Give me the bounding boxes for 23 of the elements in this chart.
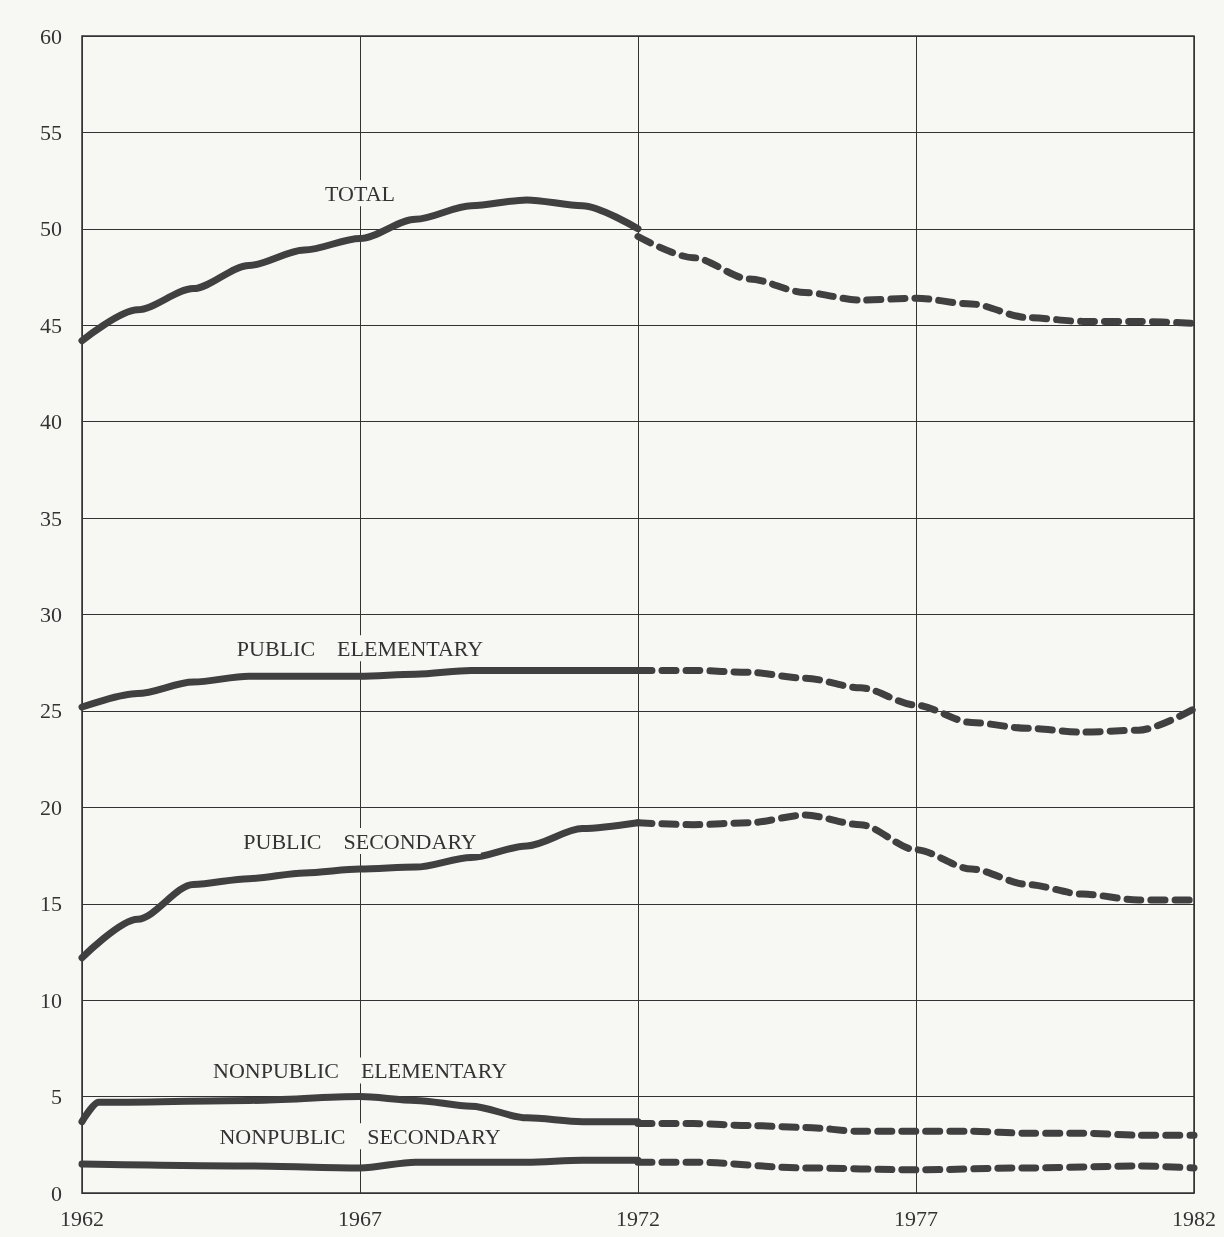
x-tick-label: 1967 — [338, 1205, 382, 1231]
y-tick-label: 10 — [40, 987, 62, 1013]
y-tick-label: 35 — [40, 505, 62, 531]
y-tick-label: 55 — [40, 119, 62, 145]
y-tick-label: 50 — [40, 216, 62, 242]
y-tick-label: 45 — [40, 312, 62, 338]
y-tick-label: 20 — [40, 794, 62, 820]
series-label: PUBLIC SECONDARY — [243, 828, 477, 854]
y-tick-label: 25 — [40, 698, 62, 724]
x-tick-label: 1962 — [60, 1205, 104, 1231]
x-tick-label: 1972 — [616, 1205, 660, 1231]
series-label: TOTAL — [325, 180, 395, 206]
y-tick-label: 30 — [40, 602, 62, 627]
y-tick-label: 40 — [40, 409, 62, 435]
y-tick-label: 0 — [51, 1180, 62, 1206]
x-tick-label: 1977 — [894, 1205, 938, 1231]
y-tick-label: 60 — [40, 23, 62, 49]
series-label: PUBLIC ELEMENTARY — [236, 635, 484, 661]
y-tick-label: 15 — [40, 891, 62, 917]
series-label: NONPUBLIC ELEMENTARY — [212, 1058, 508, 1084]
series-label: NONPUBLIC SECONDARY — [219, 1123, 501, 1149]
x-tick-label: 1982 — [1172, 1205, 1216, 1231]
y-tick-label: 5 — [51, 1084, 62, 1110]
